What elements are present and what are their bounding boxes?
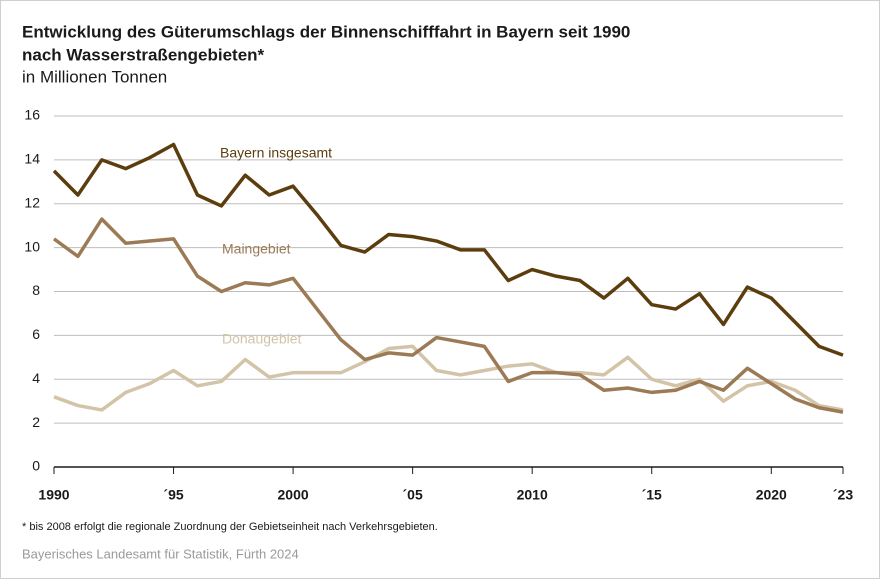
series-label: Bayern insgesamt xyxy=(220,145,332,161)
footnote: * bis 2008 erfolgt die regionale Zuordnu… xyxy=(22,521,438,533)
x-tick-label: 1990 xyxy=(38,487,69,503)
y-tick-label: 8 xyxy=(32,282,40,298)
chart-subtitle: in Millionen Tonnen xyxy=(22,67,167,86)
x-tick-label: 2000 xyxy=(278,487,309,503)
source: Bayerisches Landesamt für Statistik, Für… xyxy=(22,546,299,561)
y-tick-label: 16 xyxy=(24,107,40,123)
x-tick-label: ´05 xyxy=(403,487,423,503)
series-line xyxy=(52,142,844,357)
series-line xyxy=(52,217,844,414)
chart-title: nach Wasserstraßengebieten* xyxy=(22,45,265,64)
y-tick-label: 14 xyxy=(24,151,40,167)
x-tick-label: ´15 xyxy=(642,487,662,503)
x-tick-label: 2010 xyxy=(517,487,548,503)
series-label: Maingebiet xyxy=(222,241,291,257)
y-tick-label: 10 xyxy=(24,238,40,254)
x-tick-label: ´95 xyxy=(163,487,183,503)
series-line xyxy=(53,344,844,412)
chart-title: Entwicklung des Güterumschlags der Binne… xyxy=(22,22,630,41)
series-label: Donaugebiet xyxy=(222,331,302,347)
x-tick-label: ´23 xyxy=(833,487,853,503)
x-tick-label: 2020 xyxy=(756,487,787,503)
y-tick-label: 12 xyxy=(24,194,40,210)
y-tick-label: 6 xyxy=(32,326,40,342)
y-tick-label: 0 xyxy=(32,458,40,474)
y-tick-label: 4 xyxy=(32,370,40,386)
y-tick-label: 2 xyxy=(32,414,40,430)
